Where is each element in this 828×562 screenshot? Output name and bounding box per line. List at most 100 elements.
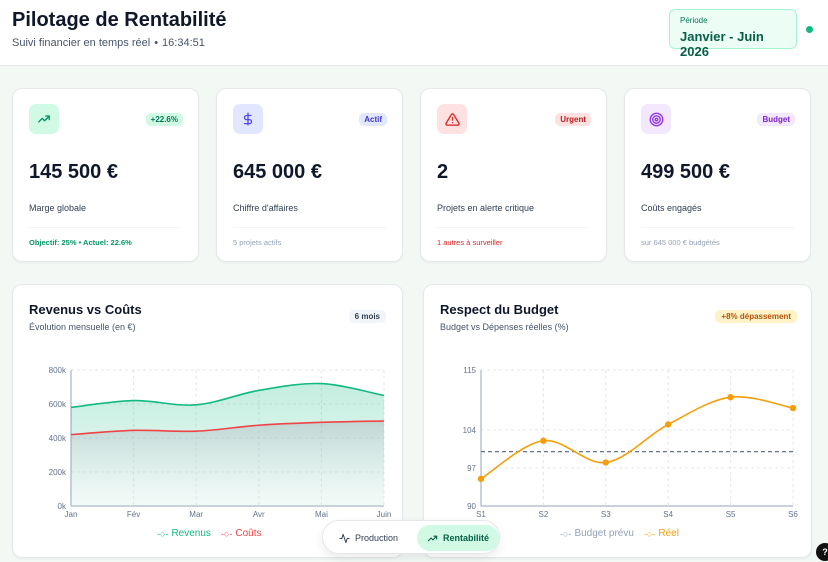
chart-legend: -○- Budget prévu -○- Réel xyxy=(560,528,679,539)
kpi-value: 645 000 € xyxy=(233,161,322,183)
y-tick-label: 600k xyxy=(49,400,67,409)
budget-chart: 90 97 104 115 S1 S2 S3 S4 S5 S6 xyxy=(463,366,799,519)
legend-label: Coûts xyxy=(235,528,262,539)
y-tick-label: 800k xyxy=(49,366,67,375)
tab-label: Production xyxy=(355,533,399,543)
overrun-badge: +8% dépassement xyxy=(715,310,797,323)
reel-point xyxy=(477,475,485,482)
kpi-value: 2 xyxy=(437,161,449,183)
x-tick-label: S5 xyxy=(726,510,736,519)
x-tick-label: Jan xyxy=(65,510,78,519)
live-status-dot xyxy=(806,26,813,33)
trending-up-icon xyxy=(427,535,438,541)
reel-point xyxy=(789,404,797,412)
legend-marker-icon: -○- xyxy=(220,528,233,539)
legend-marker-icon: -○- xyxy=(643,528,656,539)
tab-label: Rentabilité xyxy=(443,533,490,543)
tab-rentabilite[interactable]: Rentabilité xyxy=(417,525,500,551)
legend-marker-icon: -○- xyxy=(157,528,169,539)
period-label: Période xyxy=(680,16,708,25)
y-tick-label: 0k xyxy=(58,502,67,511)
period-badge: 6 mois xyxy=(348,310,386,323)
y-tick-label: 200k xyxy=(49,468,67,477)
kpi-label: Marge globale xyxy=(29,203,87,213)
x-tick-label: Juin xyxy=(377,510,392,519)
dollar-icon xyxy=(233,104,263,134)
reel-point xyxy=(540,437,547,444)
period-selector[interactable]: Période Janvier - Juin 2026 xyxy=(669,9,797,59)
chart-title: Revenus vs Coûts xyxy=(29,302,142,317)
revenue-chart-card: Revenus vs Coûts Évolution mensuelle (en… xyxy=(12,284,403,558)
chart-subtitle: Budget vs Dépenses réelles (%) xyxy=(440,322,569,332)
kpi-badge: +22.6% xyxy=(145,113,183,126)
x-tick-label: S2 xyxy=(539,510,549,519)
legend-item-budget[interactable]: -○- Budget prévu xyxy=(560,528,634,539)
kpi-card-couts: Budget 499 500 € Coûts engagés sur 645 0… xyxy=(624,88,811,262)
legend-item-reel[interactable]: -○- Réel xyxy=(644,528,679,539)
reel-line xyxy=(480,395,794,480)
legend-item-revenus[interactable]: -○- Revenus xyxy=(157,528,211,539)
kpi-label: Coûts engagés xyxy=(641,203,702,213)
budget-chart-card: Respect du Budget Budget vs Dépenses rée… xyxy=(423,284,812,558)
kpi-badge: Actif xyxy=(359,113,387,126)
kpi-card-alertes: Urgent 2 Projets en alerte critique 1 au… xyxy=(420,88,607,262)
couts-line xyxy=(70,420,385,436)
activity-icon xyxy=(339,533,350,543)
live-clock: 16:34:51 xyxy=(162,37,205,49)
x-tick-label: Mai xyxy=(315,510,328,519)
tab-production[interactable]: Production xyxy=(329,525,408,551)
x-tick-label: S3 xyxy=(601,510,611,519)
kpi-label: Chiffre d'affaires xyxy=(233,203,298,213)
divider xyxy=(233,227,386,228)
y-tick-label: 97 xyxy=(467,464,476,473)
x-tick-label: S6 xyxy=(788,510,798,519)
chart-legend: -○- Revenus -○- Coûts xyxy=(157,528,261,539)
legend-marker-icon: -○- xyxy=(560,528,572,539)
chart-title: Respect du Budget xyxy=(440,302,559,317)
help-button[interactable]: ? xyxy=(816,543,828,561)
reel-point xyxy=(602,459,609,466)
divider xyxy=(29,227,182,228)
revenue-chart: 0k 200k 400k 600k 800k Jan Fév Mar Avr Mai Juin xyxy=(49,366,392,519)
x-tick-label: S1 xyxy=(476,510,486,519)
divider xyxy=(437,227,590,228)
y-tick-label: 115 xyxy=(463,366,476,375)
kpi-badge: Budget xyxy=(757,113,795,126)
legend-label: Réel xyxy=(658,528,679,539)
kpi-card-chiffre-affaires: Actif 645 000 € Chiffre d'affaires 5 pro… xyxy=(216,88,403,262)
y-tick-label: 104 xyxy=(463,426,477,435)
subtitle-text: Suivi financier en temps réel xyxy=(12,37,151,49)
kpi-footnote: sur 645 000 € budgétés xyxy=(641,238,720,247)
page-title: Pilotage de Rentabilité xyxy=(12,9,227,31)
view-switcher: Production Rentabilité xyxy=(322,520,500,554)
period-value: Janvier - Juin 2026 xyxy=(680,29,764,59)
divider xyxy=(641,227,794,228)
alert-triangle-icon xyxy=(437,104,467,134)
reel-point xyxy=(727,394,734,401)
target-icon xyxy=(641,104,671,134)
legend-item-couts[interactable]: -○- Coûts xyxy=(221,528,262,539)
kpi-footnote: 1 autres à surveiller xyxy=(437,238,503,247)
x-tick-label: S4 xyxy=(663,510,673,519)
kpi-card-marge: +22.6% 145 500 € Marge globale Objectif:… xyxy=(12,88,199,262)
x-tick-label: Mar xyxy=(189,510,203,519)
page-subtitle: Suivi financier en temps réel • 16:34:51 xyxy=(12,37,205,49)
kpi-badge: Urgent xyxy=(555,113,591,126)
kpi-footnote: Objectif: 25% • Actuel: 22.6% xyxy=(29,238,132,247)
separator: • xyxy=(154,37,159,49)
page-header: Pilotage de Rentabilité Suivi financier … xyxy=(0,0,828,66)
kpi-value: 499 500 € xyxy=(641,161,730,183)
y-tick-label: 400k xyxy=(49,434,67,443)
kpi-value: 145 500 € xyxy=(29,161,118,183)
revenus-line xyxy=(70,382,385,409)
chart-subtitle: Évolution mensuelle (en €) xyxy=(29,322,136,332)
legend-label: Budget prévu xyxy=(574,528,634,539)
kpi-footnote: 5 projets actifs xyxy=(233,238,282,247)
kpi-label: Projets en alerte critique xyxy=(437,203,535,213)
legend-label: Revenus xyxy=(171,528,211,539)
reel-point xyxy=(665,421,672,428)
x-tick-label: Fév xyxy=(127,510,140,519)
trending-up-icon xyxy=(29,104,59,134)
couts-area xyxy=(71,421,384,506)
x-tick-label: Avr xyxy=(253,510,265,519)
